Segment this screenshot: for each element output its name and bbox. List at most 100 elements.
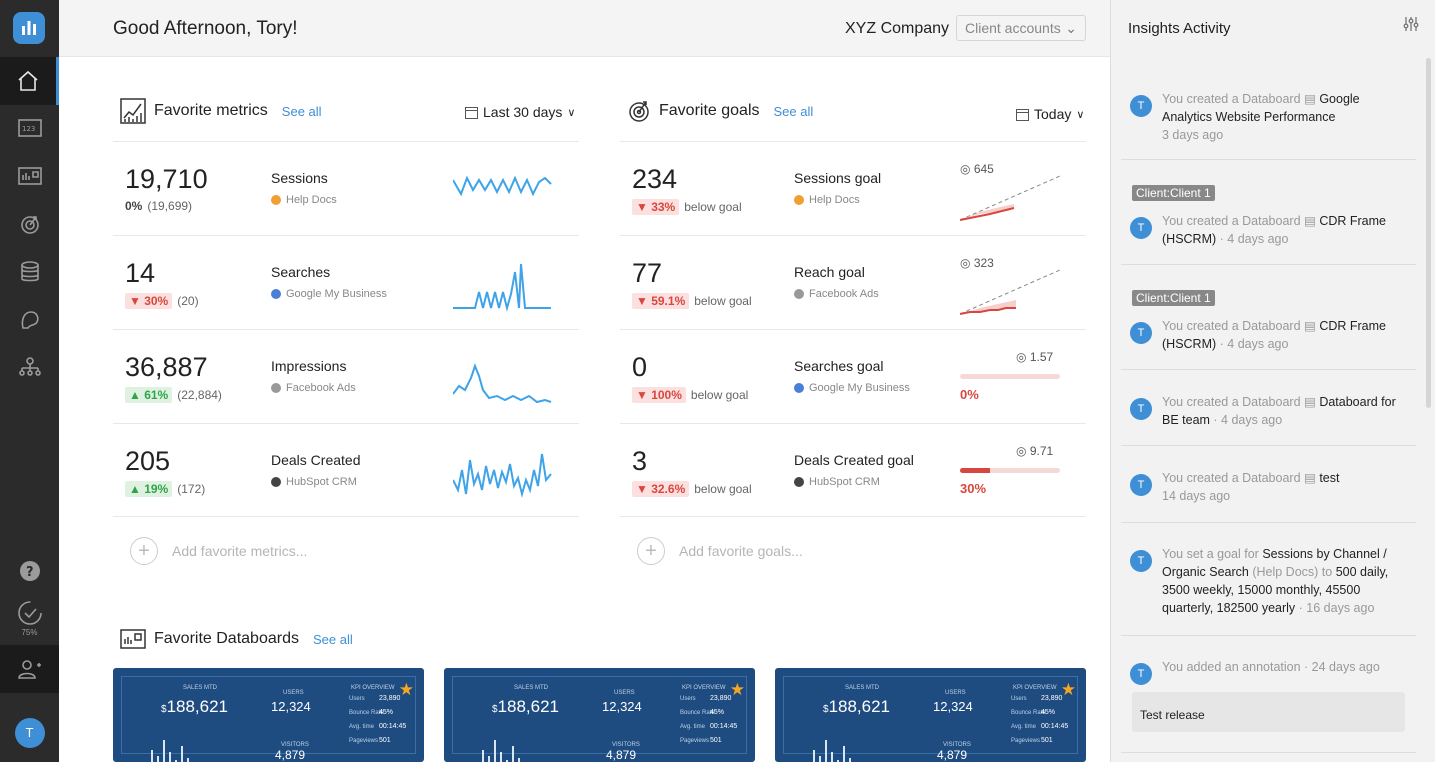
team-icon xyxy=(18,357,41,376)
databoard-small-icon: ▤ xyxy=(1304,395,1320,409)
kpi-row-value: 23,890 xyxy=(379,695,401,702)
mini-bar xyxy=(482,750,484,762)
metrics-see-all-link[interactable]: See all xyxy=(281,103,322,119)
metric-row[interactable]: 36,887 ▲ 61% (22,884) Impressions Faceboo… xyxy=(113,329,579,423)
insights-scrollbar[interactable] xyxy=(1426,58,1431,408)
kpi-row-value: 45% xyxy=(710,709,725,716)
goal-row[interactable]: 0 ▼ 100% below goal Searches goal Google … xyxy=(620,329,1086,423)
users-label: USERS xyxy=(945,690,966,696)
metric-name: Deals Created xyxy=(271,452,361,468)
databoard-card[interactable]: SALES MTD $188,621 USERS 12,324 VISITORS… xyxy=(444,668,755,762)
databoards-see-all-link[interactable]: See all xyxy=(312,631,353,647)
activity-prefix: You created a Databoard xyxy=(1162,471,1305,485)
goal-row[interactable]: 234 ▼ 33% below goal Sessions goal Help D… xyxy=(620,141,1086,235)
mini-bar xyxy=(813,750,815,762)
visitors-value: 4,879 xyxy=(606,748,637,762)
activity-item[interactable]: T You created a Databoard ▤ test 14 days a… xyxy=(1121,446,1416,523)
metric-row[interactable]: 19,710 0% (19,699) Sessions Help Docs xyxy=(113,141,579,235)
activity-item[interactable]: T You set a goal for Sessions by Channel … xyxy=(1121,523,1416,636)
activity-text: You added an annotation · 24 days ago xyxy=(1162,658,1402,676)
metric-name: Sessions xyxy=(271,170,328,186)
source-name: Google My Business xyxy=(809,382,910,394)
goals-period-select[interactable]: Today ∨ xyxy=(1016,106,1084,122)
sparkline-path xyxy=(453,263,551,312)
activity-item[interactable]: Client:Client 1 T You created a Databoard … xyxy=(1121,160,1416,265)
activity-target[interactable]: CDR Frame (HSCRM) xyxy=(1162,319,1386,351)
home-nav[interactable] xyxy=(0,57,59,105)
add-favorite-goal[interactable]: + Add favorite goals... xyxy=(637,537,803,565)
goal-target-icon xyxy=(629,101,649,122)
metrics-nav[interactable]: 123 xyxy=(0,104,59,152)
kpi-row-label: Pageviews xyxy=(680,738,710,744)
chevron-down-icon: ∨ xyxy=(1076,108,1085,121)
favorite-metrics-header: Favorite metrics See all xyxy=(120,98,322,124)
favorite-star-icon[interactable]: ★ xyxy=(729,680,745,699)
kpi-row-label: Users xyxy=(680,696,696,702)
activity-target[interactable]: Google Analytics Website Performance xyxy=(1162,92,1360,124)
activity-avatar: T xyxy=(1130,474,1152,496)
alerts-nav[interactable] xyxy=(0,296,59,344)
kpi-row-value: 23,890 xyxy=(710,695,732,702)
favorite-star-icon[interactable]: ★ xyxy=(1060,680,1076,699)
metric-source: HubSpot CRM xyxy=(271,476,357,488)
activity-item[interactable]: T You created a Databoard ▤ Google Analyt… xyxy=(1121,60,1416,160)
mini-bar xyxy=(175,760,177,762)
activity-target[interactable]: Sessions by Channel / Organic Search xyxy=(1162,547,1387,579)
activity-target[interactable]: Databoard for BE team xyxy=(1162,395,1396,427)
goal-actual-line xyxy=(960,307,1016,315)
activity-target[interactable]: test xyxy=(1319,471,1340,485)
goal-source: HubSpot CRM xyxy=(794,476,880,488)
progress-check-icon xyxy=(17,600,42,625)
goal-progress-chart xyxy=(960,175,1061,221)
goals-see-all-link[interactable]: See all xyxy=(773,103,814,119)
favorite-goals-title: Favorite goals xyxy=(659,102,760,119)
user-menu[interactable]: T xyxy=(0,708,59,758)
databox-logo[interactable] xyxy=(13,12,45,44)
activity-target[interactable]: CDR Frame (HSCRM) xyxy=(1162,214,1386,246)
metric-row[interactable]: 205 ▲ 19% (172) Deals Created HubSpot CRM xyxy=(113,423,579,517)
kpi-row-label: Avg. time xyxy=(349,724,374,730)
metric-change: 0% (19,699) xyxy=(125,199,192,213)
metric-row[interactable]: 14 ▼ 30% (20) Searches Google My Business xyxy=(113,235,579,329)
goals-nav[interactable] xyxy=(0,200,59,248)
databoards-nav[interactable] xyxy=(0,152,59,200)
goal-name: Reach goal xyxy=(794,264,865,280)
goal-target: ◎ 9.71 xyxy=(1016,444,1053,458)
mini-bar xyxy=(169,752,171,762)
goal-value: 3 xyxy=(632,446,648,476)
progress-percent: 75% xyxy=(21,627,38,637)
goal-status: below goal xyxy=(694,294,752,308)
activity-text: You created a Databoard ▤ CDR Frame (HSC… xyxy=(1162,317,1402,353)
onboarding-progress[interactable]: 75% xyxy=(0,592,59,644)
team-nav[interactable] xyxy=(0,344,59,392)
metric-source: Help Docs xyxy=(271,194,337,206)
goal-status: below goal xyxy=(690,388,749,402)
activity-item[interactable]: T You created a Databoard ▤ Databoard for… xyxy=(1121,370,1416,446)
goal-row[interactable]: 77 ▼ 59.1% below goal Reach goal Facebook… xyxy=(620,235,1086,329)
goal-target-icon xyxy=(20,216,39,234)
data-sources-nav[interactable] xyxy=(0,248,59,296)
settings-sliders-icon[interactable] xyxy=(1403,16,1419,32)
favorite-star-icon[interactable]: ★ xyxy=(398,680,414,699)
kpi-overview-label: KPI OVERVIEW xyxy=(351,685,395,691)
metrics-period-select[interactable]: Last 30 days ∨ xyxy=(465,104,575,120)
goal-row[interactable]: 3 ▼ 32.6% below goal Deals Created goal H… xyxy=(620,423,1086,517)
client-accounts-select[interactable]: Client accounts ⌄ xyxy=(956,15,1086,41)
activity-item[interactable]: Client:Client 1 T You created a Databoard … xyxy=(1121,265,1416,370)
kpi-row-value: 45% xyxy=(379,709,394,716)
metric-value: 19,710 xyxy=(125,164,208,194)
avatar: T xyxy=(14,718,45,748)
source-name: Facebook Ads xyxy=(286,382,356,394)
help-nav[interactable]: ? xyxy=(0,547,59,595)
account-switch-nav[interactable] xyxy=(0,645,59,693)
goal-change: ▼ 32.6% below goal xyxy=(632,481,752,497)
databoard-card[interactable]: SALES MTD $188,621 USERS 12,324 VISITORS… xyxy=(113,668,424,762)
mini-bar xyxy=(181,746,183,762)
help-icon: ? xyxy=(19,561,40,581)
activity-time: 14 days ago xyxy=(1162,489,1231,503)
activity-item[interactable]: T You added an annotation · 24 days ago Te… xyxy=(1121,636,1416,753)
change-badge: ▲ 61% xyxy=(125,387,173,403)
add-favorite-metric[interactable]: + Add favorite metrics... xyxy=(130,537,307,565)
metric-sparkline xyxy=(453,453,552,498)
databoard-card[interactable]: SALES MTD $188,621 USERS 12,324 VISITORS… xyxy=(775,668,1086,762)
